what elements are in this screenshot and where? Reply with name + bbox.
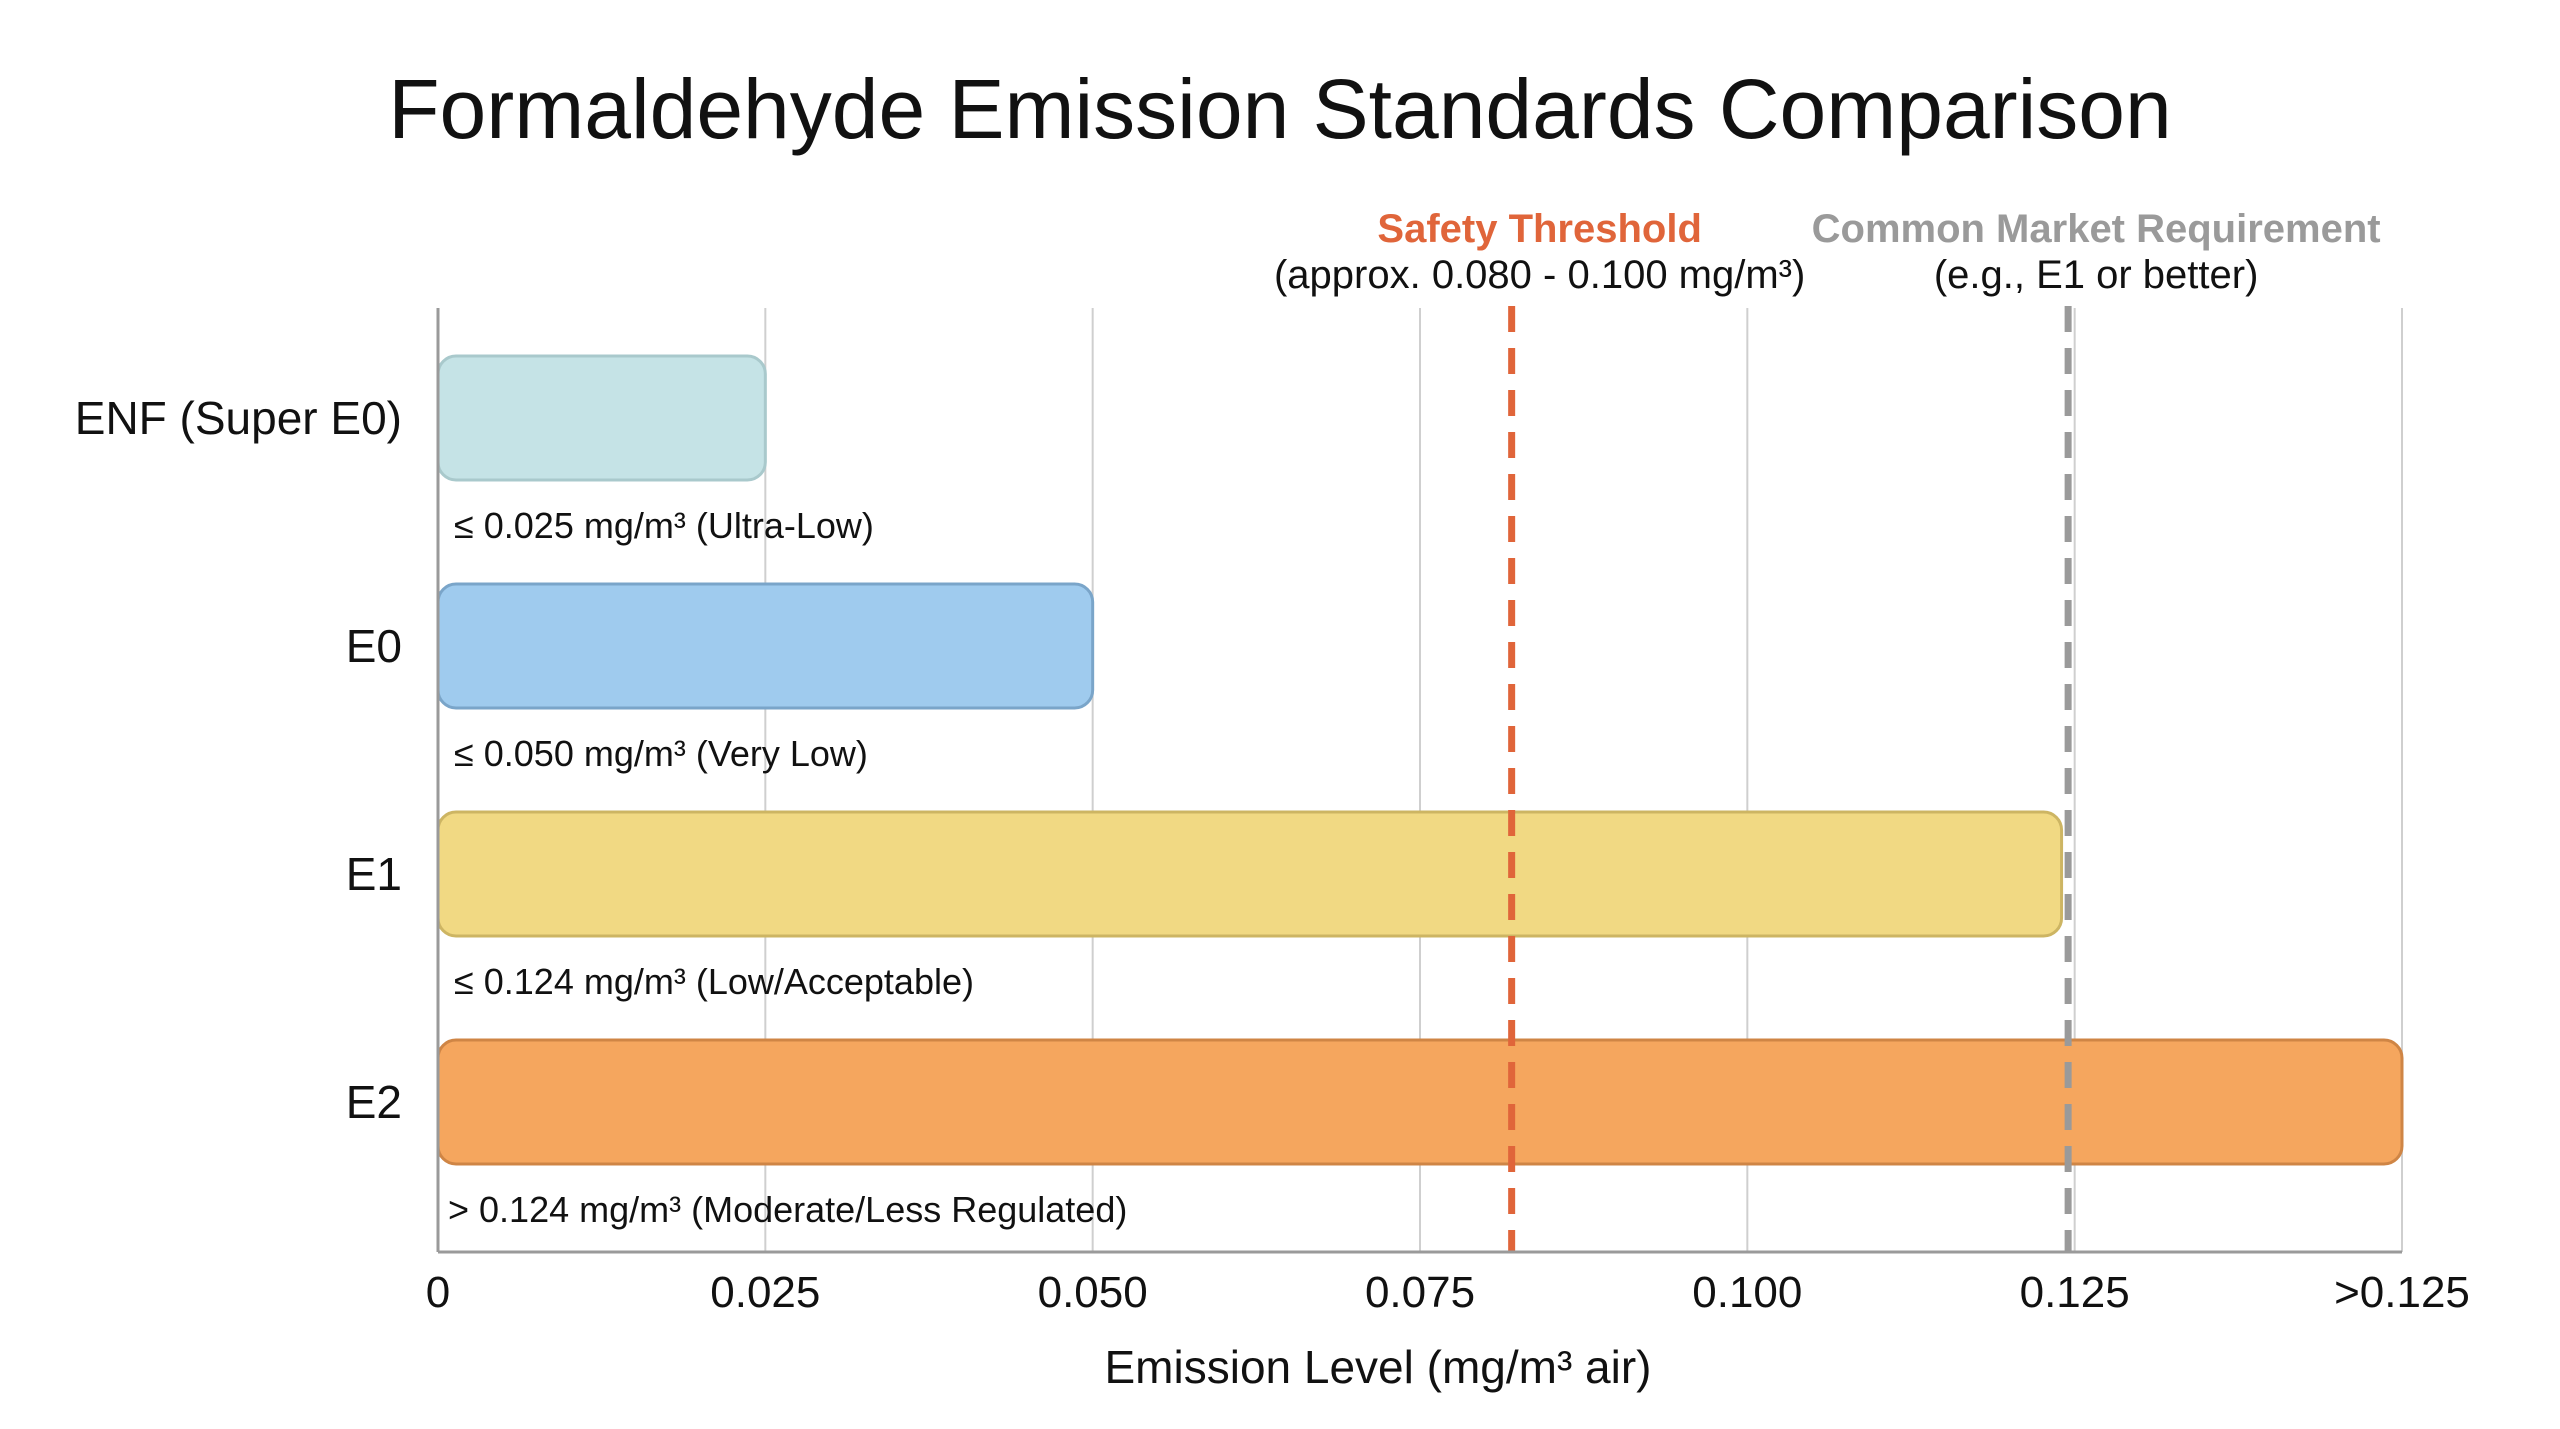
x-tick-label: 0.075 <box>1365 1268 1475 1317</box>
x-tick-label: 0.125 <box>2020 1268 2130 1317</box>
reference-subtitle: (e.g., E1 or better) <box>1934 253 2259 297</box>
chart-title: Formaldehyde Emission Standards Comparis… <box>388 62 2171 156</box>
category-label: ENF (Super E0) <box>75 392 402 444</box>
bar-value-label: > 0.124 mg/m³ (Moderate/Less Regulated) <box>448 1189 1127 1230</box>
x-tick-label: 0.050 <box>1038 1268 1148 1317</box>
reference-lines: Safety Threshold(approx. 0.080 - 0.100 m… <box>1274 207 2381 1252</box>
category-label: E1 <box>346 848 402 900</box>
reference-title: Common Market Requirement <box>1812 207 2381 251</box>
x-tick-label: >0.125 <box>2334 1268 2470 1317</box>
reference-title: Safety Threshold <box>1377 207 1702 251</box>
bar <box>436 582 1095 710</box>
category-label: E2 <box>346 1076 402 1128</box>
reference-subtitle: (approx. 0.080 - 0.100 mg/m³) <box>1274 253 1805 297</box>
bar <box>436 354 767 482</box>
bar-value-label: ≤ 0.124 mg/m³ (Low/Acceptable) <box>454 961 974 1002</box>
bars: ENF (Super E0) ≤ 0.025 mg/m³ (Ultra-Low) E… <box>75 354 2404 1230</box>
x-tick-label: 0.025 <box>710 1268 820 1317</box>
x-axis-label: Emission Level (mg/m³ air) <box>1105 1341 1652 1393</box>
bar <box>436 810 2064 938</box>
x-axis: 0 0.025 0.050 0.075 0.100 0.125 >0.125 <box>426 308 2470 1317</box>
bar-value-label: ≤ 0.050 mg/m³ (Very Low) <box>454 733 868 774</box>
bar-value-label: ≤ 0.025 mg/m³ (Ultra-Low) <box>454 505 874 546</box>
x-tick-label: 0.100 <box>1692 1268 1802 1317</box>
x-tick-label: 0 <box>426 1268 450 1317</box>
category-label: E0 <box>346 620 402 672</box>
bar <box>436 1038 2404 1166</box>
